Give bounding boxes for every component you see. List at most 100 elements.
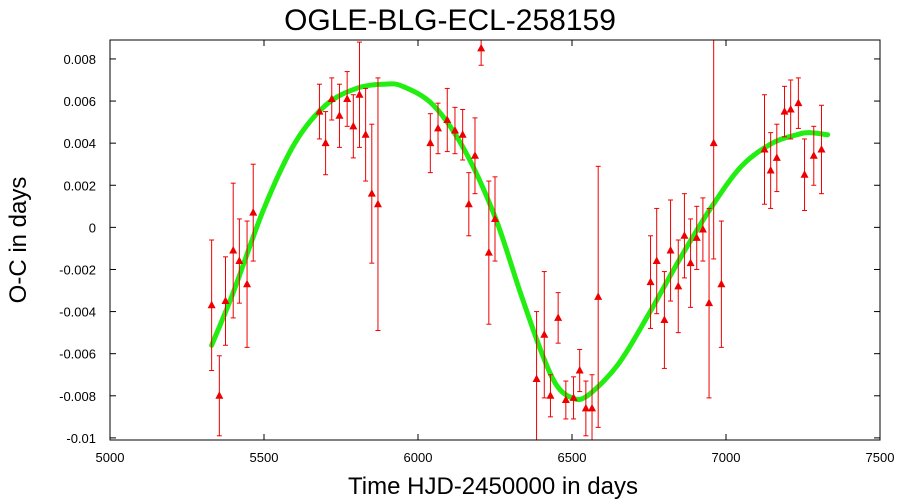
point-marker xyxy=(243,279,252,288)
point-marker xyxy=(470,151,479,159)
data-points-layer xyxy=(207,40,826,440)
point-marker xyxy=(221,296,230,305)
point-marker xyxy=(458,130,467,138)
point-marker xyxy=(477,43,486,52)
point-marker xyxy=(491,214,499,222)
x-axis-label: Time HJD-2450000 in days xyxy=(348,473,638,500)
point-marker xyxy=(546,391,555,399)
data-point xyxy=(581,380,590,437)
point-marker xyxy=(235,256,244,265)
x-tick-label: 7000 xyxy=(712,450,741,465)
point-marker xyxy=(434,123,443,132)
point-marker xyxy=(772,153,781,161)
point-marker xyxy=(709,138,718,147)
data-point xyxy=(817,104,826,195)
point-marker xyxy=(426,138,435,147)
point-marker xyxy=(464,199,473,208)
y-axis-label: O-C in days xyxy=(5,177,32,304)
plot-frame xyxy=(109,39,881,441)
data-point xyxy=(229,182,238,319)
y-tick-label: 0.002 xyxy=(63,178,96,193)
data-point xyxy=(666,199,675,302)
point-marker xyxy=(581,403,590,412)
data-point xyxy=(652,207,661,315)
point-marker xyxy=(705,298,714,307)
point-marker xyxy=(674,281,683,290)
x-tick-label: 7500 xyxy=(866,450,895,465)
data-point xyxy=(321,111,330,176)
data-point xyxy=(717,220,726,348)
point-marker xyxy=(698,224,707,233)
data-point xyxy=(646,235,655,329)
data-point xyxy=(235,218,244,304)
data-point xyxy=(561,380,570,420)
data-point xyxy=(373,77,382,332)
data-point xyxy=(426,113,435,174)
point-marker xyxy=(343,94,352,102)
point-marker xyxy=(349,121,358,130)
y-tick-label: -0.006 xyxy=(59,347,96,362)
data-point xyxy=(361,87,370,182)
point-marker xyxy=(373,199,382,208)
point-marker xyxy=(443,115,452,123)
data-point xyxy=(780,85,789,138)
data-point xyxy=(554,292,563,344)
point-marker xyxy=(809,151,818,159)
point-marker xyxy=(680,231,689,239)
data-point xyxy=(772,123,781,193)
data-point xyxy=(349,94,358,159)
point-marker xyxy=(766,166,775,174)
y-tick-label: -0.008 xyxy=(59,389,96,404)
data-point xyxy=(355,41,364,148)
data-point xyxy=(686,218,695,308)
data-point xyxy=(546,374,555,418)
data-point xyxy=(243,220,252,348)
chart-title: OGLE-BLG-ECL-258159 xyxy=(284,4,616,37)
point-marker xyxy=(249,208,258,216)
data-point xyxy=(660,271,669,369)
data-point xyxy=(786,79,795,140)
data-point xyxy=(809,125,818,186)
data-point xyxy=(315,83,324,140)
point-marker xyxy=(335,111,344,119)
fit-curve xyxy=(209,81,831,403)
y-tick-label: 0.008 xyxy=(63,52,96,67)
data-point xyxy=(794,77,803,129)
data-point xyxy=(575,348,584,393)
data-point xyxy=(692,205,701,270)
point-marker xyxy=(215,391,224,399)
data-point xyxy=(569,376,578,420)
point-marker xyxy=(207,300,216,309)
y-tick-label: 0.004 xyxy=(63,136,96,151)
point-marker xyxy=(484,248,493,256)
data-point xyxy=(464,172,473,237)
data-point xyxy=(760,94,769,205)
x-tick-label: 5000 xyxy=(96,450,125,465)
y-tick-label: -0.002 xyxy=(59,262,96,277)
point-marker xyxy=(367,189,376,197)
point-marker xyxy=(361,130,370,138)
x-tick-label: 6000 xyxy=(404,450,433,465)
point-marker xyxy=(686,258,695,267)
data-point xyxy=(434,102,443,155)
point-marker xyxy=(780,107,789,115)
data-point xyxy=(327,77,336,121)
data-point xyxy=(443,87,452,153)
axis-ticks: 5000 5500 6000 6500 7000 7500 -0.01 -0.008 -0.00… xyxy=(59,40,894,465)
data-point xyxy=(709,40,718,260)
data-point xyxy=(594,165,603,428)
point-marker xyxy=(229,246,238,254)
point-marker xyxy=(321,138,330,147)
point-marker xyxy=(327,94,336,102)
data-point xyxy=(221,256,230,346)
point-marker xyxy=(652,256,661,265)
point-marker xyxy=(569,393,578,401)
data-point xyxy=(698,197,707,262)
data-point xyxy=(766,132,775,209)
point-marker xyxy=(760,144,769,153)
data-point xyxy=(207,239,216,372)
data-point xyxy=(484,180,493,325)
point-marker xyxy=(540,330,549,338)
point-marker xyxy=(786,104,795,113)
